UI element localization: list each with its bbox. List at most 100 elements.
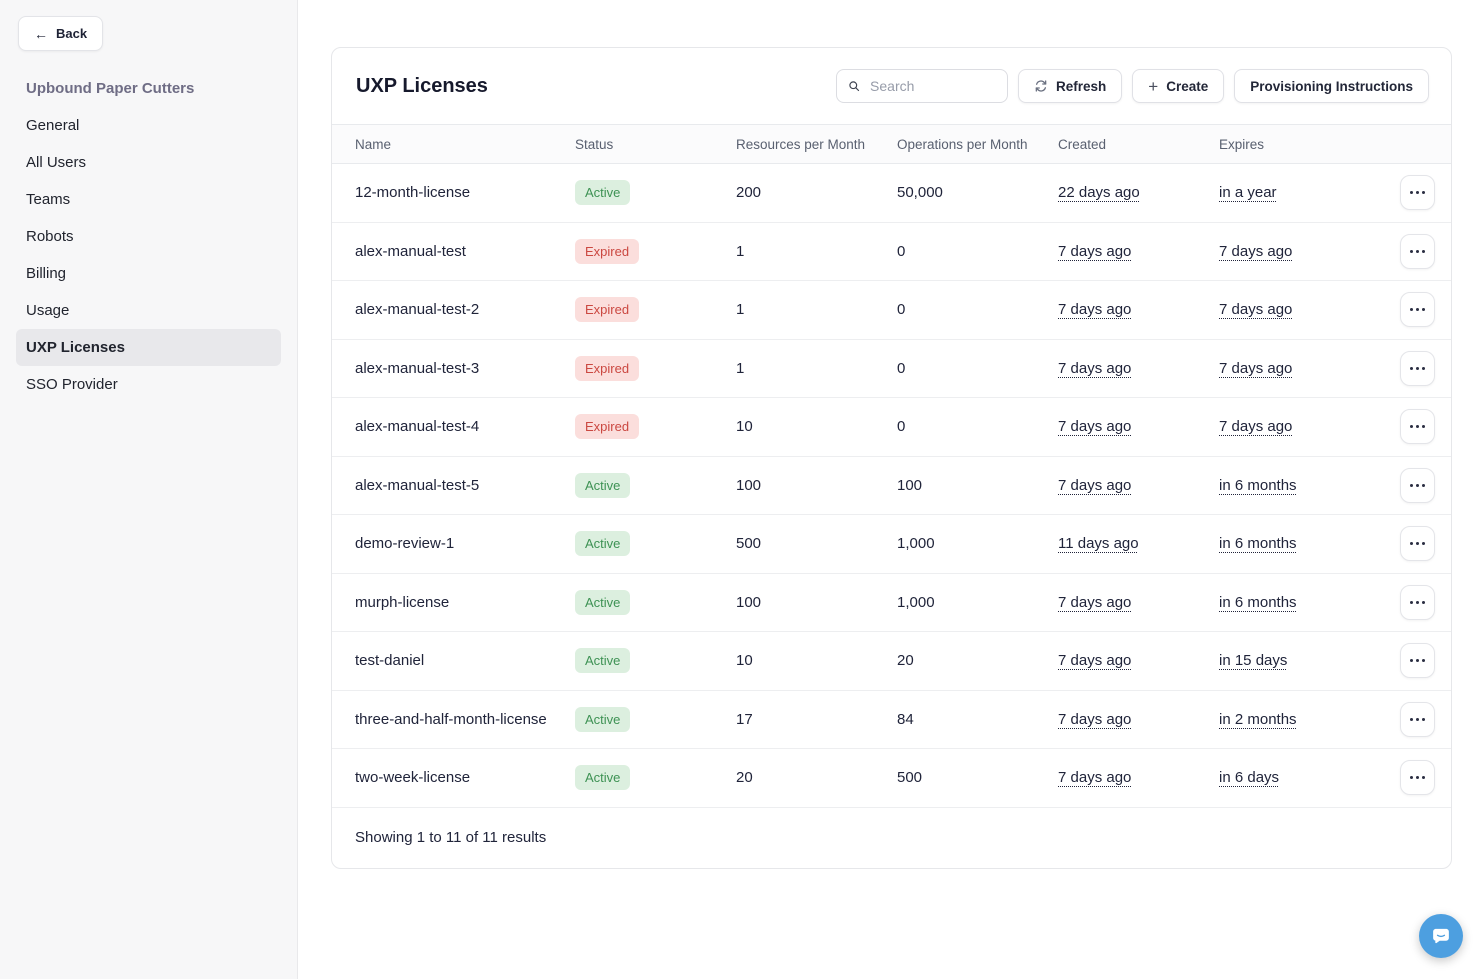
- license-name: alex-manual-test-2: [355, 301, 480, 319]
- operations-per-month-value: 1,000: [897, 593, 935, 611]
- row-actions-button[interactable]: [1400, 526, 1435, 562]
- operations-per-month-value: 20: [897, 652, 914, 670]
- search-icon: [849, 81, 860, 92]
- sidebar-item[interactable]: UXP Licenses: [16, 329, 281, 366]
- expires-value: 7 days ago: [1219, 242, 1293, 260]
- table-row: demo-review-1 Active 500 1,000 11 days a…: [332, 515, 1451, 574]
- column-header-name: Name: [355, 136, 392, 152]
- resources-per-month-value: 17: [736, 710, 753, 728]
- ellipsis-icon: [1410, 542, 1413, 546]
- refresh-button[interactable]: Refresh: [1017, 69, 1123, 103]
- row-actions-button[interactable]: [1400, 584, 1435, 620]
- table-row: alex-manual-test Expired 1 0 7 days ago …: [332, 223, 1451, 281]
- resources-per-month-value: 100: [736, 593, 762, 611]
- created-value: 7 days ago: [1058, 710, 1132, 728]
- sidebar-item-label: SSO Provider: [26, 376, 118, 393]
- operations-per-month-value: 100: [897, 476, 923, 494]
- license-name: demo-review-1: [355, 535, 455, 553]
- sidebar-item[interactable]: Robots: [16, 218, 281, 255]
- license-name: alex-manual-test-4: [355, 418, 480, 436]
- sidebar-item[interactable]: Teams: [16, 181, 281, 218]
- table-row: alex-manual-test-2 Expired 1 0 7 days ag…: [332, 281, 1451, 340]
- row-actions-button[interactable]: [1400, 233, 1435, 269]
- license-name: murph-license: [355, 593, 450, 611]
- column-header-operations: Operations per Month: [897, 136, 1028, 152]
- sidebar-item[interactable]: Usage: [16, 292, 281, 329]
- row-actions-button[interactable]: [1400, 467, 1435, 503]
- provisioning-instructions-button[interactable]: Provisioning Instructions: [1234, 69, 1429, 103]
- status-badge: Active: [575, 706, 631, 732]
- operations-per-month-value: 0: [897, 418, 906, 436]
- back-button[interactable]: ← Back: [18, 16, 104, 51]
- created-value: 11 days ago: [1058, 535, 1139, 553]
- status-badge: Expired: [575, 355, 640, 381]
- row-actions-button[interactable]: [1400, 643, 1435, 679]
- chat-launcher-button[interactable]: [1419, 914, 1463, 958]
- expires-value: in 6 months: [1219, 476, 1297, 494]
- operations-per-month-value: 84: [897, 710, 914, 728]
- table-row: two-week-license Active 20 500 7 days ag…: [332, 749, 1451, 808]
- status-badge: Active: [575, 648, 631, 674]
- create-button[interactable]: + Create: [1132, 69, 1225, 103]
- resources-per-month-value: 1: [736, 242, 745, 260]
- chat-bubble-icon: [1433, 928, 1449, 944]
- created-value: 22 days ago: [1058, 184, 1140, 202]
- table-row: alex-manual-test-4 Expired 10 0 7 days a…: [332, 398, 1451, 457]
- expires-value: in 6 months: [1219, 593, 1297, 611]
- table-body: 12-month-license Active 20 0 50,000 22 da…: [332, 164, 1451, 808]
- operations-per-month-value: 50,000: [897, 184, 943, 202]
- row-actions-button[interactable]: [1400, 350, 1435, 386]
- sidebar-item[interactable]: Billing: [16, 255, 281, 292]
- sidebar-item[interactable]: General: [16, 107, 281, 144]
- ellipsis-icon: [1410, 717, 1413, 721]
- created-value: 7 days ago: [1058, 359, 1132, 377]
- license-name: 12-month-license: [355, 184, 471, 202]
- row-actions-button[interactable]: [1400, 409, 1435, 445]
- ellipsis-icon: [1410, 191, 1413, 195]
- status-badge: Active: [575, 531, 631, 557]
- sidebar: ← Back Upbound Paper Cutters General All…: [0, 0, 298, 979]
- status-badge: Active: [575, 589, 631, 615]
- operations-per-month-value: 0: [897, 301, 906, 319]
- table-row: test-daniel Active 10 20 7 days ago in 1…: [332, 632, 1451, 691]
- license-name: two-week-license: [355, 769, 471, 787]
- plus-icon: +: [1148, 76, 1159, 96]
- search-input[interactable]: [868, 77, 996, 95]
- resources-per-month-value: 500: [736, 535, 762, 553]
- operations-per-month-value: 500: [897, 769, 923, 787]
- provisioning-instructions-label: Provisioning Instructions: [1250, 78, 1413, 94]
- status-badge: Expired: [575, 414, 640, 440]
- sidebar-nav: Upbound Paper Cutters General All Users …: [16, 70, 281, 403]
- table-row: alex-manual-test-5 Active 100 100 7 days…: [332, 457, 1451, 515]
- ellipsis-icon: [1410, 308, 1413, 312]
- table-row: three-and-half-month-license Active 17 8…: [332, 691, 1451, 749]
- sidebar-items: General All Users Teams Robots Billing U…: [16, 107, 281, 403]
- row-actions-button[interactable]: [1400, 175, 1435, 211]
- license-name: alex-manual-test-5: [355, 476, 480, 494]
- ellipsis-icon: [1410, 600, 1413, 604]
- created-value: 7 days ago: [1058, 593, 1132, 611]
- created-value: 7 days ago: [1058, 652, 1132, 670]
- expires-value: 7 days ago: [1219, 418, 1293, 436]
- expires-value: in 6 months: [1219, 535, 1297, 553]
- expires-value: in a year: [1219, 184, 1277, 202]
- expires-value: in 2 months: [1219, 710, 1297, 728]
- row-actions-button[interactable]: [1400, 701, 1435, 737]
- ellipsis-icon: [1410, 425, 1413, 429]
- status-badge: Active: [575, 180, 631, 206]
- main-content: UXP Licenses Refresh: [298, 0, 1484, 979]
- row-actions-button[interactable]: [1400, 292, 1435, 328]
- expires-value: 7 days ago: [1219, 301, 1293, 319]
- sidebar-item[interactable]: SSO Provider: [16, 366, 281, 403]
- sidebar-item-label: Usage: [26, 302, 70, 319]
- table-header: Name Status Resources per Month Operatio…: [332, 124, 1451, 164]
- ellipsis-icon: [1410, 483, 1413, 487]
- created-value: 7 days ago: [1058, 476, 1132, 494]
- row-actions-button[interactable]: [1400, 760, 1435, 796]
- created-value: 7 days ago: [1058, 418, 1132, 436]
- refresh-button-label: Refresh: [1055, 78, 1107, 94]
- expires-value: in 15 days: [1219, 652, 1288, 670]
- sidebar-item[interactable]: All Users: [16, 144, 281, 181]
- sidebar-item-label: Robots: [26, 228, 74, 245]
- column-header-status: Status: [575, 136, 614, 152]
